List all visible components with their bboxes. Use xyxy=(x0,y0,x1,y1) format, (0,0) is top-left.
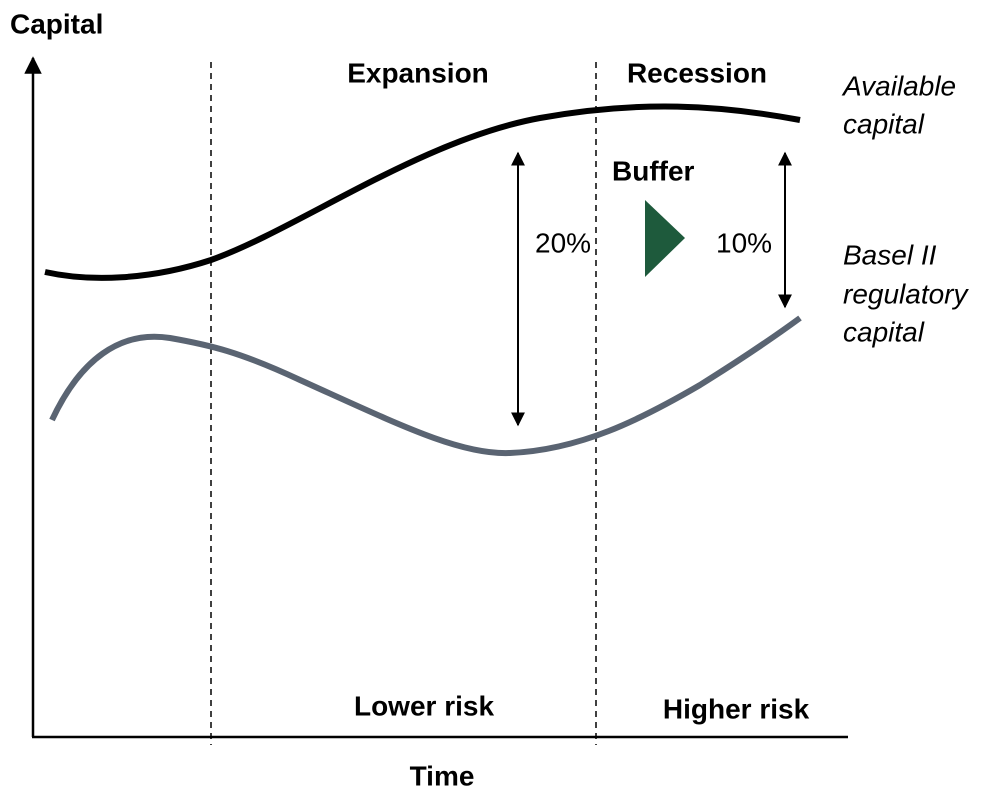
phase-label: Expansion xyxy=(347,57,489,88)
buffer-value: 10% xyxy=(716,227,772,258)
available-capital-curve xyxy=(44,103,801,281)
curve-label: Basel II xyxy=(843,239,937,270)
regulatory-capital-curve xyxy=(49,315,802,457)
curve-label: capital xyxy=(843,108,925,139)
y-axis-label: Capital xyxy=(10,8,103,39)
phase-label: Recession xyxy=(627,57,767,88)
buffer-title: Buffer xyxy=(612,155,695,186)
risk-label: Higher risk xyxy=(663,693,810,724)
risk-label: Lower risk xyxy=(354,690,494,721)
buffer-value: 20% xyxy=(535,227,591,258)
x-axis-label: Time xyxy=(410,760,475,791)
direction-triangle xyxy=(645,200,685,277)
curve-label: regulatory xyxy=(843,278,970,309)
curve-label: capital xyxy=(843,316,925,347)
curve-label: Available xyxy=(841,70,956,101)
